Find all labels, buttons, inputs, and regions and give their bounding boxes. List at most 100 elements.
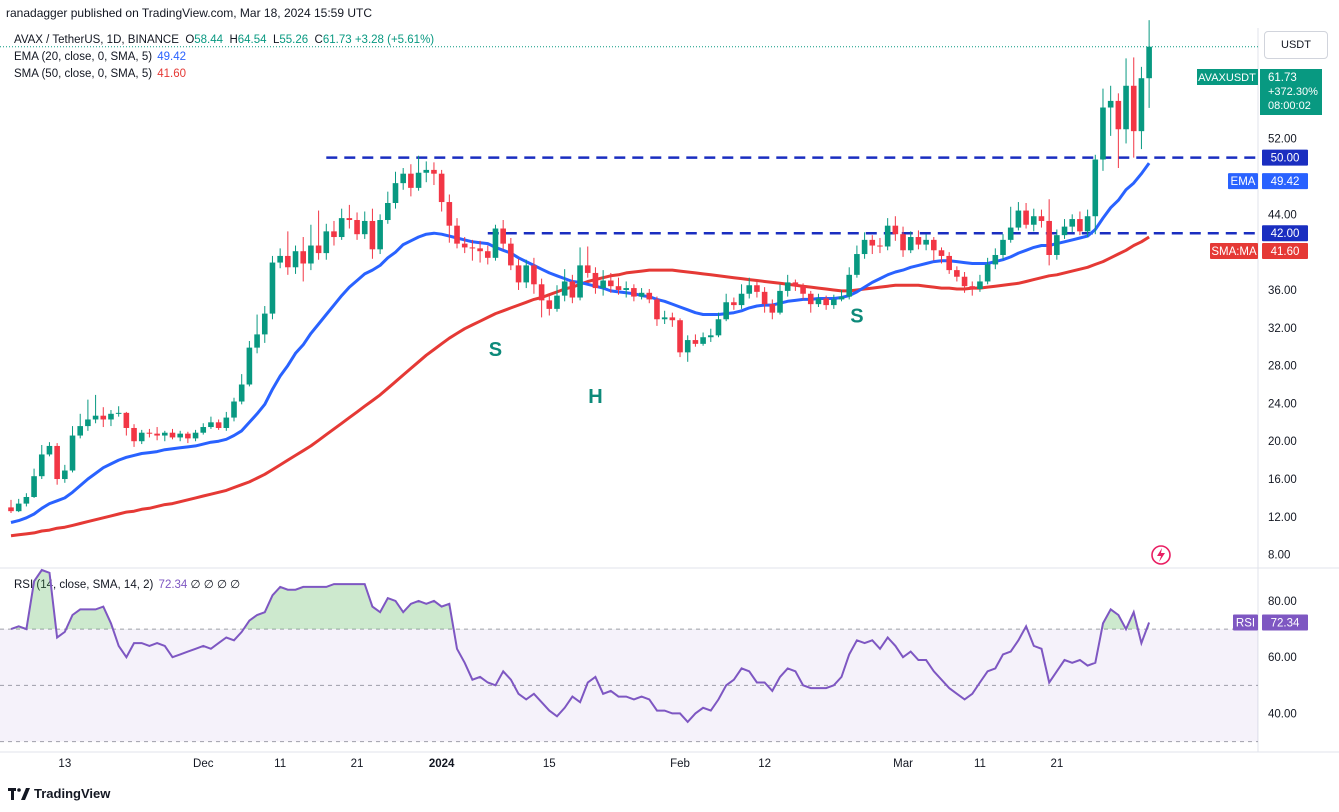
sma-legend[interactable]: SMA (50, close, 0, SMA, 5) 41.60 [14, 68, 186, 80]
candle-body [477, 248, 483, 252]
candle-body [623, 288, 629, 290]
badge-bg [1233, 614, 1258, 631]
level-42-badge: 42.00 [1262, 225, 1308, 242]
price-badge-value: 61.73 [1268, 72, 1297, 84]
candle-body [315, 245, 322, 254]
rsi-legend[interactable]: RSI (14, close, SMA, 14, 2) 72.34 ∅ ∅ ∅ … [14, 577, 240, 591]
candle-body [792, 282, 799, 287]
currency-button[interactable]: USDT [1264, 31, 1328, 59]
candle-body [815, 298, 822, 305]
candle [731, 297, 737, 310]
candle-body [31, 476, 37, 497]
candle [1023, 202, 1029, 229]
candle-body [377, 220, 383, 250]
candle [177, 430, 183, 442]
rsi-tick-label: 80.00 [1268, 596, 1297, 608]
candle [823, 295, 829, 310]
candle [223, 411, 230, 431]
time-tick-label: Mar [893, 758, 913, 770]
candle-body [246, 347, 253, 385]
candle [623, 281, 629, 298]
candle-body [807, 293, 814, 305]
badge-text: 49.42 [1271, 176, 1300, 188]
candle-body [938, 250, 945, 256]
time-tick-label: Feb [670, 758, 690, 770]
time-tick-label: 21 [1050, 758, 1063, 770]
badge-bg [1262, 614, 1308, 631]
candle-body [731, 302, 737, 306]
candle [984, 257, 991, 285]
candle-body [608, 280, 614, 287]
time-tick-label: 12 [758, 758, 771, 770]
candle [138, 429, 145, 445]
candle-body [261, 313, 268, 335]
rsi-legend-value: 72.34 [158, 579, 188, 591]
candle-body [392, 183, 399, 203]
candle [338, 208, 345, 240]
candle-body [300, 251, 307, 264]
ema-legend[interactable]: EMA (20, close, 0, SMA, 5) 49.42 [14, 51, 186, 63]
candle-body [277, 255, 283, 263]
price-tick-label: 20.00 [1268, 436, 1297, 448]
candle [300, 237, 307, 282]
ema-20-path [10, 162, 1151, 524]
candle [777, 284, 783, 315]
ema-legend-label: EMA (20, close, 0, SMA, 5) [14, 51, 153, 63]
candle [231, 397, 237, 422]
candle-body [238, 384, 245, 402]
candle-body [38, 454, 45, 477]
candle [192, 429, 199, 442]
rsi-path [10, 568, 1151, 724]
candle [784, 274, 791, 297]
candle-body [523, 265, 530, 283]
badge-text: SMA:MA [1211, 246, 1257, 258]
candle-body [323, 231, 330, 254]
candle [715, 312, 722, 338]
time-tick-label: Dec [193, 758, 214, 770]
candle [131, 424, 137, 447]
lightning-icon[interactable] [1151, 545, 1171, 565]
candle [1123, 58, 1129, 144]
candle [1054, 229, 1060, 260]
level-50-badge: 50.00 [1262, 149, 1308, 166]
candle-body [661, 317, 668, 320]
time-tick-label: 11 [974, 758, 986, 770]
candle [577, 247, 583, 301]
rsi-band-fill [0, 629, 1258, 742]
candle-body [484, 251, 491, 258]
candle-body [746, 285, 753, 294]
candle-body [1077, 219, 1083, 232]
candle [1130, 57, 1137, 158]
candle-body [569, 281, 576, 298]
candle-body [77, 426, 84, 436]
candle [38, 444, 45, 480]
candle-body [508, 243, 514, 266]
rsi-line [10, 568, 1151, 724]
candle [154, 427, 160, 441]
candle-body [461, 243, 468, 248]
candle-body [454, 225, 460, 244]
symbol-legend[interactable]: AVAX / TetherUS, 1D, BINANCE O58.44 H64.… [14, 34, 434, 46]
price-tick-label: 28.00 [1268, 361, 1297, 373]
candle-body [492, 228, 499, 258]
badge-text: 72.34 [1271, 617, 1300, 629]
candle-body [877, 245, 883, 247]
candle [608, 272, 614, 293]
candle-body [915, 237, 922, 245]
time-tick-label: 13 [58, 758, 71, 770]
tradingview-brand[interactable]: TradingView [8, 786, 110, 801]
candle-body [538, 284, 545, 301]
candle [1146, 20, 1152, 108]
candle-body [1000, 239, 1006, 255]
candle [1138, 66, 1145, 150]
candle [392, 171, 399, 209]
candle-body [800, 286, 806, 294]
candle [1061, 219, 1068, 239]
candle-body [684, 340, 691, 353]
candle [254, 314, 260, 354]
candle-body [531, 265, 537, 285]
candle [877, 237, 883, 254]
candle [369, 208, 376, 259]
candle [1100, 88, 1106, 171]
